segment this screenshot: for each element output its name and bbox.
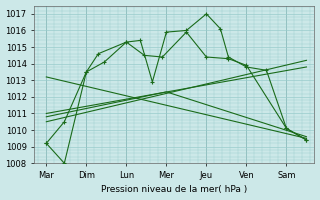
X-axis label: Pression niveau de la mer( hPa ): Pression niveau de la mer( hPa ) xyxy=(101,185,247,194)
